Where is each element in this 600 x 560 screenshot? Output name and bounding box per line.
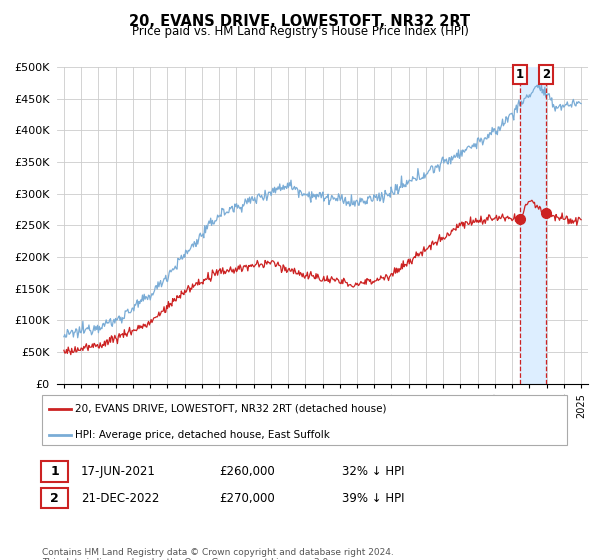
Text: HPI: Average price, detached house, East Suffolk: HPI: Average price, detached house, East… (75, 430, 330, 440)
Text: 2: 2 (50, 492, 59, 505)
Text: £260,000: £260,000 (219, 465, 275, 478)
Text: 20, EVANS DRIVE, LOWESTOFT, NR32 2RT: 20, EVANS DRIVE, LOWESTOFT, NR32 2RT (130, 14, 470, 29)
Text: Contains HM Land Registry data © Crown copyright and database right 2024.
This d: Contains HM Land Registry data © Crown c… (42, 548, 394, 560)
Text: 2: 2 (542, 68, 550, 81)
Text: 21-DEC-2022: 21-DEC-2022 (81, 492, 160, 505)
Text: 39% ↓ HPI: 39% ↓ HPI (342, 492, 404, 505)
Text: 1: 1 (50, 465, 59, 478)
Text: Price paid vs. HM Land Registry's House Price Index (HPI): Price paid vs. HM Land Registry's House … (131, 25, 469, 38)
Text: 32% ↓ HPI: 32% ↓ HPI (342, 465, 404, 478)
Text: 20, EVANS DRIVE, LOWESTOFT, NR32 2RT (detached house): 20, EVANS DRIVE, LOWESTOFT, NR32 2RT (de… (75, 404, 386, 414)
Text: 17-JUN-2021: 17-JUN-2021 (81, 465, 156, 478)
Text: 1: 1 (516, 68, 524, 81)
Bar (520, 67, 546, 384)
Text: £270,000: £270,000 (219, 492, 275, 505)
